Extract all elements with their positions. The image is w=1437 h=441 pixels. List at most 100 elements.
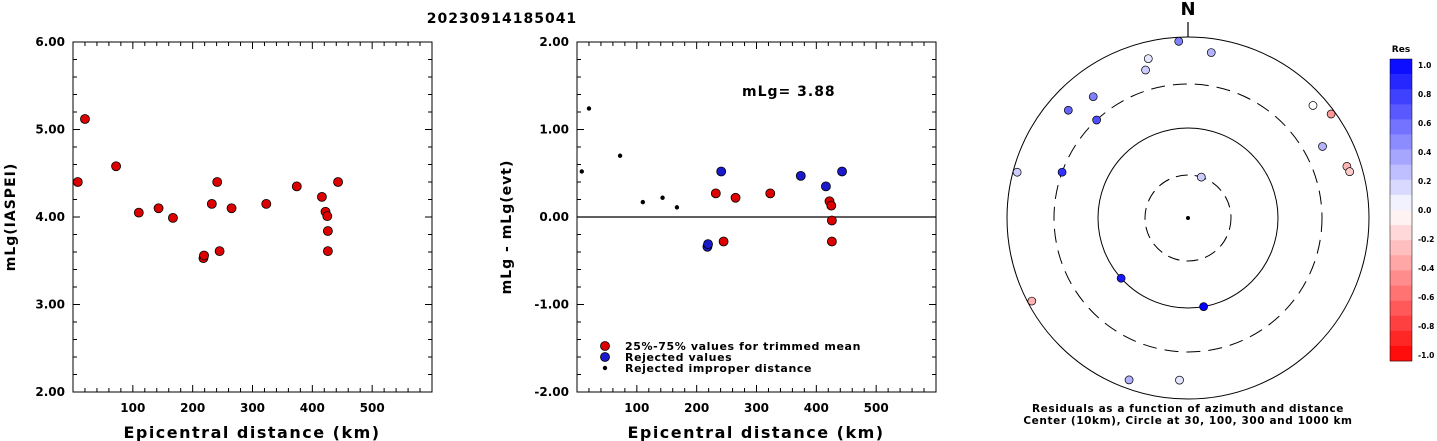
plot1-ticks: 100 200 300 400 500 2.00 3.00 4.00 5.00 6.00 [35,35,433,415]
colorbar-tick-label: 0.0 [1418,206,1431,215]
colorbar-cell [1390,330,1412,347]
colorbar-cell [1390,210,1412,226]
data-point [133,207,144,218]
colorbar-tick-label: 0.4 [1418,148,1431,157]
station-point [1206,48,1216,57]
station-point [1345,167,1355,176]
plot1-ytick-label: 2.00 [35,385,65,399]
station-point [1196,172,1206,182]
polar-caption-1: Residuals as a function of azimuth and d… [1032,403,1344,415]
trimmed-mean-point [730,192,741,203]
plot2-ytick-label: -2.00 [534,385,569,399]
magnitude-vs-distance-plot: 100 200 300 400 500 2.00 3.00 4.00 5.00 6.00 Epic… [3,35,433,441]
improper-distance-point [586,106,592,111]
plot1-points [72,114,343,264]
station-point [1012,167,1022,177]
colorbar-cell [1390,119,1412,135]
station-point [1063,105,1073,115]
data-point [80,114,90,124]
ring-300km [1053,83,1323,353]
residual-colorbar: Res 1.0 0.8 0.6 0.4 0.2 0.0 -0.2 -0.4 -0.6 -0.8 -1… [1389,45,1434,362]
plot2-ticks: 100 200 300 400 500 -2.00 -1.00 0.00 1.00 2.00 [534,35,937,415]
improper-distance-point [674,205,680,210]
legend-label-improper: Rejected improper distance [625,362,812,375]
plot1-xlabel: Epicentral distance (km) [123,423,380,441]
azimuth-residual-map: N Residuals as a function of azimuth and… [1006,0,1370,427]
north-label: N [1180,0,1195,20]
station-point [1326,109,1336,119]
data-point [226,203,237,214]
rejected-point [716,166,727,177]
data-point [317,191,327,202]
legend-marker-trimmed [600,341,610,351]
data-point [322,226,333,236]
legend-label-trimmed: 25%-75% values for trimmed mean [625,340,861,353]
plot1-xtick-label: 300 [240,401,265,415]
data-point [322,246,333,257]
data-point [168,212,178,223]
rejected-point [837,166,847,177]
colorbar-cell [1390,285,1412,301]
legend-marker-rejected [600,352,610,362]
trimmed-mean-point [718,236,729,247]
colorbar-tick-label: 0.6 [1418,119,1431,128]
improper-distance-point [617,153,623,158]
colorbar-tick-label: -0.2 [1418,235,1434,244]
data-point [333,177,343,187]
data-point [212,177,223,187]
colorbar-cell [1390,345,1412,362]
plot2-ytick-label: -1.00 [534,298,569,312]
ring-100km [1097,127,1279,309]
colorbar-tick-label: -1.0 [1418,351,1434,360]
rejected-point [703,239,713,250]
colorbar-tick-label: 1.0 [1418,61,1431,70]
colorbar-cell [1390,74,1412,90]
legend-marker-improper [602,365,608,371]
plot2-xtick-label: 500 [864,401,889,415]
colorbar-cell [1390,149,1412,165]
plot1-xtick-label: 500 [360,401,385,415]
station-point [1088,92,1098,102]
colorbar-cell [1390,134,1412,150]
rejected-point [795,170,806,181]
station-point [1116,273,1126,283]
data-point [199,250,209,261]
data-point [322,211,333,222]
colorbar-cell [1390,270,1412,286]
plot1-ylabel: mLg(IASPEI) [3,163,19,272]
station-point [1092,115,1101,125]
plot2-xlabel: Epicentral distance (km) [627,423,884,441]
trimmed-mean-point [826,215,837,226]
station-point [1175,375,1184,385]
station-residual-points [1012,37,1355,385]
colorbar-cell [1390,104,1412,120]
plot2-xtick-label: 100 [624,401,649,415]
plot1-ytick-label: 6.00 [35,35,65,49]
plot2-ytick-label: 2.00 [539,35,569,49]
data-point [214,246,225,257]
plot2-points [579,106,847,252]
plot2-xtick-label: 400 [804,401,829,415]
residual-vs-distance-plot: 100 200 300 400 500 -2.00 -1.00 0.00 1.00 2.00 mL… [499,35,937,441]
plot1-frame [72,41,433,393]
trimmed-mean-point [710,188,721,199]
trimmed-mean-point [826,200,837,211]
colorbar-labels: 1.0 0.8 0.6 0.4 0.2 0.0 -0.2 -0.4 -0.6 -0.8 -1.0 [1418,61,1434,360]
polar-caption-2: Center (10km), Circle at 30, 100, 300 an… [1023,415,1352,427]
plot1-xtick-label: 400 [300,401,325,415]
plot1-xtick-label: 100 [120,401,145,415]
plot1-ytick-label: 3.00 [35,298,65,312]
colorbar-tick-label: -0.8 [1418,322,1434,331]
station-point [1143,54,1153,64]
colorbar-cell [1390,59,1412,75]
colorbar-cell [1390,255,1412,271]
colorbar-cell [1390,89,1412,105]
rejected-point [821,181,831,192]
data-point [153,203,164,214]
data-point [72,177,83,187]
colorbar-title: Res [1392,45,1410,55]
station-point [1318,142,1327,151]
colorbar-tick-label: -0.4 [1418,264,1434,273]
station-point [1057,167,1067,177]
